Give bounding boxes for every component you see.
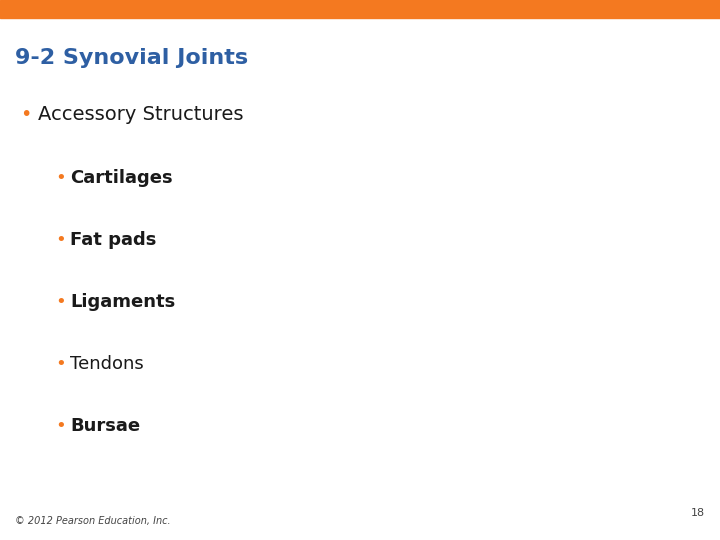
Text: Cartilages: Cartilages bbox=[70, 169, 173, 187]
Text: 9-2 Synovial Joints: 9-2 Synovial Joints bbox=[15, 48, 248, 68]
Text: •: • bbox=[55, 169, 66, 187]
Bar bbox=[0, 0, 720, 18]
Text: Bursae: Bursae bbox=[70, 417, 140, 435]
Text: Ligaments: Ligaments bbox=[70, 293, 175, 311]
Text: •: • bbox=[20, 105, 32, 125]
Text: Accessory Structures: Accessory Structures bbox=[38, 105, 243, 125]
Text: •: • bbox=[55, 231, 66, 249]
Text: © 2012 Pearson Education, Inc.: © 2012 Pearson Education, Inc. bbox=[15, 516, 171, 526]
Text: •: • bbox=[55, 417, 66, 435]
Text: •: • bbox=[55, 355, 66, 373]
Text: Fat pads: Fat pads bbox=[70, 231, 156, 249]
Text: 18: 18 bbox=[691, 508, 705, 518]
Text: Tendons: Tendons bbox=[70, 355, 144, 373]
Text: •: • bbox=[55, 293, 66, 311]
